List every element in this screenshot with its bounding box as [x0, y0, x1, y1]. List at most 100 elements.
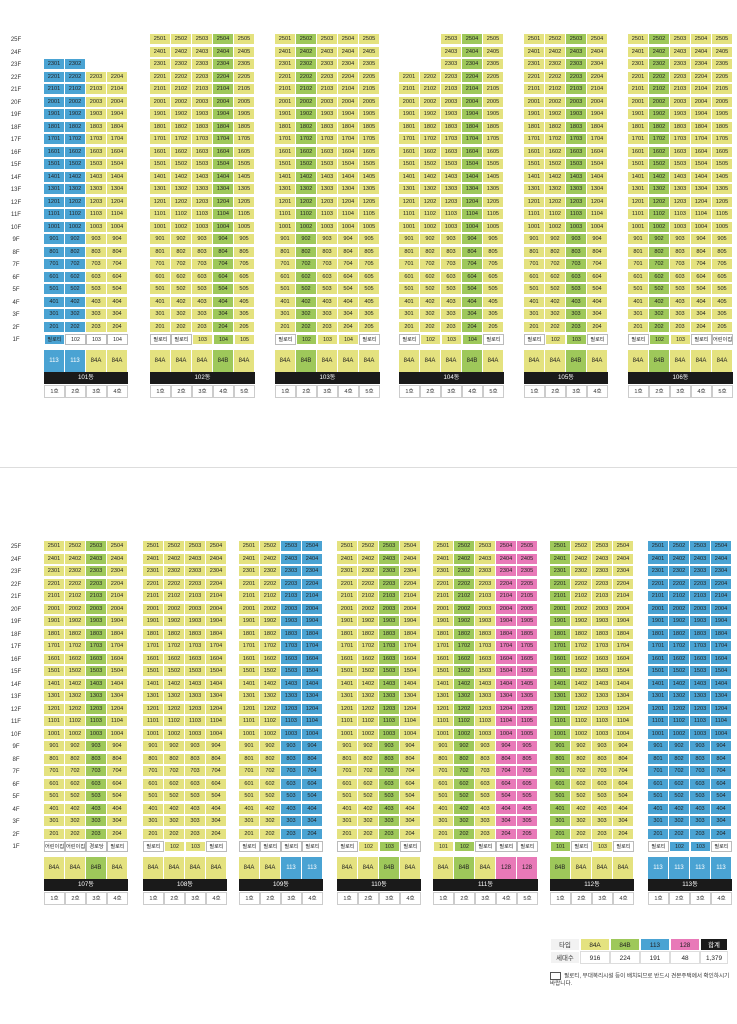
- unit-cell[interactable]: 403: [592, 803, 613, 815]
- unit-cell[interactable]: 502: [571, 791, 592, 803]
- unit-cell[interactable]: 2101: [44, 591, 65, 603]
- unit-cell[interactable]: 2402: [669, 553, 690, 565]
- unit-cell[interactable]: 1201: [524, 196, 545, 208]
- unit-cell[interactable]: 1304: [587, 184, 608, 196]
- unit-cell[interactable]: 2304: [400, 566, 421, 578]
- unit-cell[interactable]: 1704: [496, 641, 517, 653]
- unit-cell[interactable]: 1702: [545, 134, 566, 146]
- unit-cell[interactable]: 1003: [690, 728, 711, 740]
- unit-cell[interactable]: 1803: [317, 121, 338, 133]
- unit-cell[interactable]: 필로티: [44, 334, 65, 345]
- unit-cell[interactable]: 2302: [669, 566, 690, 578]
- unit-cell[interactable]: 301: [239, 816, 260, 828]
- unit-cell[interactable]: 1604: [206, 653, 227, 665]
- unit-cell[interactable]: 1001: [337, 728, 358, 740]
- unit-cell[interactable]: 2202: [171, 71, 192, 83]
- unit-cell[interactable]: 1003: [192, 221, 213, 233]
- unit-cell[interactable]: 1103: [281, 716, 302, 728]
- unit-cell[interactable]: 803: [670, 246, 691, 258]
- unit-cell[interactable]: 1602: [358, 653, 379, 665]
- unit-cell[interactable]: 1601: [399, 146, 420, 158]
- unit-cell[interactable]: 1904: [691, 109, 712, 121]
- unit-cell[interactable]: 1104: [613, 716, 634, 728]
- unit-cell[interactable]: 405: [234, 296, 255, 308]
- unit-cell[interactable]: 1202: [164, 703, 185, 715]
- unit-cell[interactable]: 1704: [213, 134, 234, 146]
- unit-cell[interactable]: 1703: [192, 134, 213, 146]
- unit-cell[interactable]: 2503: [441, 34, 462, 46]
- unit-cell[interactable]: 1004: [206, 728, 227, 740]
- unit-cell[interactable]: 302: [649, 309, 670, 321]
- unit-cell[interactable]: 2302: [171, 59, 192, 71]
- unit-cell[interactable]: 1802: [420, 121, 441, 133]
- unit-cell[interactable]: 2001: [337, 603, 358, 615]
- unit-cell[interactable]: 902: [65, 741, 86, 753]
- unit-cell[interactable]: 703: [379, 766, 400, 778]
- unit-cell[interactable]: 804: [338, 246, 359, 258]
- unit-cell[interactable]: 2004: [691, 96, 712, 108]
- unit-cell[interactable]: 705: [234, 259, 255, 271]
- unit-cell[interactable]: 1703: [379, 641, 400, 653]
- unit-cell[interactable]: 1604: [587, 146, 608, 158]
- unit-cell[interactable]: 2204: [691, 71, 712, 83]
- unit-cell[interactable]: 1904: [206, 616, 227, 628]
- unit-cell[interactable]: 503: [185, 791, 206, 803]
- unit-cell[interactable]: 2103: [192, 84, 213, 96]
- unit-cell[interactable]: 1402: [571, 678, 592, 690]
- unit-cell[interactable]: 501: [524, 284, 545, 296]
- unit-cell[interactable]: 305: [712, 309, 733, 321]
- unit-cell[interactable]: 801: [143, 753, 164, 765]
- unit-cell[interactable]: 501: [44, 284, 65, 296]
- unit-cell[interactable]: 1303: [317, 184, 338, 196]
- unit-cell[interactable]: 2505: [712, 34, 733, 46]
- unit-cell[interactable]: 904: [107, 741, 128, 753]
- unit-cell[interactable]: 2301: [648, 566, 669, 578]
- unit-cell[interactable]: 2402: [454, 553, 475, 565]
- unit-cell[interactable]: 2204: [496, 578, 517, 590]
- unit-cell[interactable]: 1503: [317, 159, 338, 171]
- unit-cell[interactable]: 604: [462, 271, 483, 283]
- unit-cell[interactable]: 1901: [628, 109, 649, 121]
- unit-cell[interactable]: 903: [690, 741, 711, 753]
- unit-cell[interactable]: 401: [550, 803, 571, 815]
- unit-cell[interactable]: 1003: [441, 221, 462, 233]
- unit-cell[interactable]: 2504: [496, 541, 517, 553]
- unit-cell[interactable]: 1503: [379, 666, 400, 678]
- unit-cell[interactable]: 304: [613, 816, 634, 828]
- unit-cell[interactable]: 1602: [545, 146, 566, 158]
- unit-cell[interactable]: 2502: [171, 34, 192, 46]
- unit-cell[interactable]: 1605: [234, 146, 255, 158]
- unit-cell[interactable]: 801: [433, 753, 454, 765]
- unit-cell[interactable]: 804: [462, 246, 483, 258]
- unit-cell[interactable]: 2103: [185, 591, 206, 603]
- unit-cell[interactable]: 301: [648, 816, 669, 828]
- unit-cell[interactable]: 1703: [441, 134, 462, 146]
- unit-cell[interactable]: 1002: [65, 221, 86, 233]
- unit-cell[interactable]: 404: [302, 803, 323, 815]
- unit-cell[interactable]: 802: [571, 753, 592, 765]
- unit-cell[interactable]: 204: [206, 828, 227, 840]
- unit-cell[interactable]: 403: [317, 296, 338, 308]
- unit-cell[interactable]: 1404: [302, 678, 323, 690]
- unit-cell[interactable]: 801: [239, 753, 260, 765]
- unit-cell[interactable]: 1004: [213, 221, 234, 233]
- unit-cell[interactable]: 2202: [571, 578, 592, 590]
- unit-cell[interactable]: 1803: [592, 628, 613, 640]
- unit-cell[interactable]: 602: [454, 778, 475, 790]
- unit-cell[interactable]: 1401: [143, 678, 164, 690]
- unit-cell[interactable]: 403: [566, 296, 587, 308]
- unit-cell[interactable]: 301: [337, 816, 358, 828]
- unit-cell[interactable]: 2105: [483, 84, 504, 96]
- unit-cell[interactable]: 1602: [296, 146, 317, 158]
- unit-cell[interactable]: 2301: [337, 566, 358, 578]
- unit-cell[interactable]: 903: [475, 741, 496, 753]
- unit-cell[interactable]: 2301: [433, 566, 454, 578]
- unit-cell[interactable]: 602: [65, 271, 86, 283]
- unit-cell[interactable]: 1201: [275, 196, 296, 208]
- unit-cell[interactable]: 1604: [462, 146, 483, 158]
- unit-cell[interactable]: 402: [649, 296, 670, 308]
- unit-cell[interactable]: 501: [648, 791, 669, 803]
- unit-cell[interactable]: 1903: [441, 109, 462, 121]
- unit-cell[interactable]: 1505: [712, 159, 733, 171]
- unit-cell[interactable]: 504: [302, 791, 323, 803]
